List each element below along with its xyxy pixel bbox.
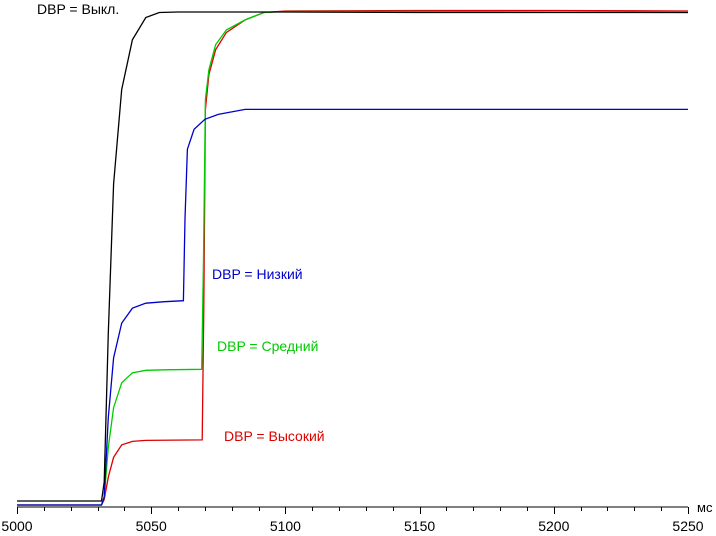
series-line-0 bbox=[17, 11, 688, 502]
x-tick-label: 5100 bbox=[270, 518, 301, 534]
series-line-3 bbox=[17, 9, 689, 506]
x-ticks bbox=[17, 507, 689, 514]
x-tick-label: 5050 bbox=[136, 518, 167, 534]
x-tick-label: 5150 bbox=[404, 518, 435, 534]
series-line-1 bbox=[17, 108, 688, 506]
plot-lines bbox=[17, 9, 689, 506]
x-tick-label: 5200 bbox=[538, 518, 569, 534]
series-label-medium: DBP = Средний bbox=[217, 338, 318, 354]
x-tick-label: 5000 bbox=[1, 518, 32, 534]
series-label-off: DBP = Выкл. bbox=[37, 1, 119, 17]
series-label-high: DBP = Высокий bbox=[224, 428, 325, 444]
x-tick-label: 5250 bbox=[672, 518, 703, 534]
series-label-low: DBP = Низкий bbox=[212, 266, 303, 282]
x-tick-labels: 5000 5050 5100 5150 5200 5250 bbox=[1, 518, 703, 534]
series-line-2 bbox=[17, 10, 689, 506]
x-unit-label: мс bbox=[697, 500, 713, 515]
series-labels: DBP = Выкл. DBP = Низкий DBP = Средний D… bbox=[37, 1, 325, 444]
